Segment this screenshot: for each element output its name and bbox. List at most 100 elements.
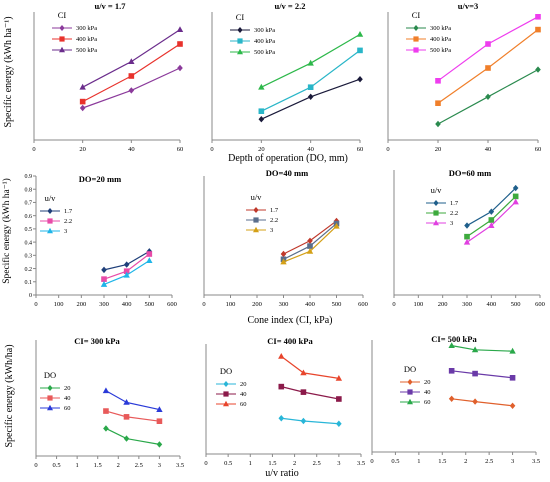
x-tick-label: 2 <box>464 458 467 465</box>
data-point <box>485 41 491 47</box>
legend-swatch-marker <box>59 25 65 31</box>
x-tick-label: 40 <box>307 146 314 153</box>
legend-label: 3 <box>64 228 67 235</box>
row2-ylabel: Specific energy (kWh ha⁻¹) <box>1 178 12 284</box>
series-line <box>437 16 539 82</box>
series-3 <box>79 26 184 90</box>
data-point <box>336 420 342 427</box>
data-point <box>509 402 516 409</box>
data-point <box>123 414 130 420</box>
data-point <box>79 98 86 105</box>
legend-title: u/v <box>45 193 57 203</box>
legend-swatch-marker <box>433 200 439 206</box>
data-point <box>333 222 340 229</box>
chart-title: CI= 300 kPa <box>74 336 120 346</box>
chart-panel-5: 0 100 200 300 400 500 600 DO=40 mm u/v 1.7 2.2 3 <box>202 168 368 308</box>
x-tick-label: 2.5 <box>313 460 321 467</box>
x-tick-label: 600 <box>358 301 368 308</box>
x-tick-label: 1.5 <box>268 460 276 467</box>
data-point <box>156 406 163 412</box>
series-line <box>105 427 160 445</box>
row1-xlabel: Depth of operation (DO, mm) <box>228 153 348 164</box>
chart-panel-9: 0 0.5 1 1.5 2 2.5 3 3.5 CI= 500 kPa DO 20 40 60 <box>370 334 540 465</box>
chart-title: u/v=3 <box>458 1 478 11</box>
x-tick-label: 0 <box>32 146 35 153</box>
x-tick-label: 1 <box>76 462 79 469</box>
x-tick-label: 0 <box>392 301 395 308</box>
y-tick-label: 0.6 <box>25 214 33 220</box>
x-tick-label: 0 <box>34 462 37 469</box>
data-point <box>357 47 363 54</box>
data-point <box>448 342 455 348</box>
x-tick-label: 300 <box>462 301 472 308</box>
legend-label: 400 kPa <box>430 36 451 43</box>
data-point <box>123 435 130 442</box>
data-point <box>335 374 343 381</box>
data-point <box>102 387 110 394</box>
x-tick-label: 0.5 <box>53 462 61 469</box>
x-tick-label: 400 <box>122 301 132 308</box>
data-point <box>464 233 470 240</box>
data-point <box>485 93 491 100</box>
chart-legend: u/v 1.7 2.2 3 <box>246 192 279 234</box>
x-tick-label: 1.5 <box>438 458 446 465</box>
y-tick-label: 0.3 <box>25 254 33 260</box>
legend-title: u/v <box>431 185 443 195</box>
data-point <box>101 266 107 274</box>
legend-label: 2.2 <box>64 218 72 225</box>
data-point <box>280 258 287 265</box>
data-point <box>512 198 519 205</box>
legend-label: 60 <box>424 399 431 406</box>
y-tick-label: 0.7 <box>25 201 33 207</box>
legend-swatch-marker <box>407 389 413 395</box>
data-point <box>512 184 519 192</box>
data-point <box>307 59 314 66</box>
row3-xlabel: u/v ratio <box>265 468 299 479</box>
series-2 <box>464 193 519 240</box>
series-3 <box>278 352 343 381</box>
x-tick-label: 2.5 <box>485 458 493 465</box>
series-line <box>466 195 517 238</box>
data-point <box>128 58 135 64</box>
legend-title: CI <box>236 12 245 22</box>
data-point <box>471 346 479 353</box>
legend-label: 40 <box>240 391 247 398</box>
legend-label: 20 <box>240 381 247 388</box>
data-point <box>307 84 314 90</box>
legend-swatch-marker <box>47 404 53 411</box>
data-point <box>278 352 285 359</box>
data-point <box>336 396 342 402</box>
x-tick-label: 3 <box>158 462 161 469</box>
x-tick-label: 200 <box>76 301 86 308</box>
chart-title: CI= 500 kPa <box>431 334 477 344</box>
y-tick-label: 0.1 <box>25 280 33 286</box>
legend-label: 40 <box>64 395 71 402</box>
series-line <box>451 398 513 407</box>
data-point <box>300 369 307 376</box>
data-point <box>488 217 495 223</box>
legend-swatch-marker <box>407 398 413 405</box>
legend-swatch-marker <box>47 385 53 391</box>
series-1 <box>448 395 516 409</box>
legend-label: 400 kPa <box>254 38 275 45</box>
data-point <box>448 368 455 374</box>
legend-label: 3 <box>450 220 453 227</box>
legend-label: 500 kPa <box>76 47 97 54</box>
data-point <box>300 389 307 395</box>
x-tick-label: 3.5 <box>176 462 184 469</box>
legend-label: 300 kPa <box>76 25 97 32</box>
data-point <box>156 441 163 448</box>
chart-legend: CI 300 kPa 400 kPa 500 kPa <box>406 10 451 54</box>
x-tick-label: 400 <box>486 301 496 308</box>
chart-panel-8: 0 0.5 1 1.5 2 2.5 3 3.5 CI= 400 kPa DO 20 40 60 <box>204 336 365 467</box>
legend-label: 1.7 <box>450 200 459 207</box>
series-2 <box>101 251 153 282</box>
data-point <box>435 120 441 128</box>
series-2 <box>79 41 183 105</box>
x-tick-label: 2.5 <box>135 462 143 469</box>
data-point <box>512 193 519 200</box>
data-point <box>103 425 109 432</box>
data-point <box>103 408 109 414</box>
x-tick-label: 60 <box>535 146 542 153</box>
data-point <box>485 65 491 71</box>
